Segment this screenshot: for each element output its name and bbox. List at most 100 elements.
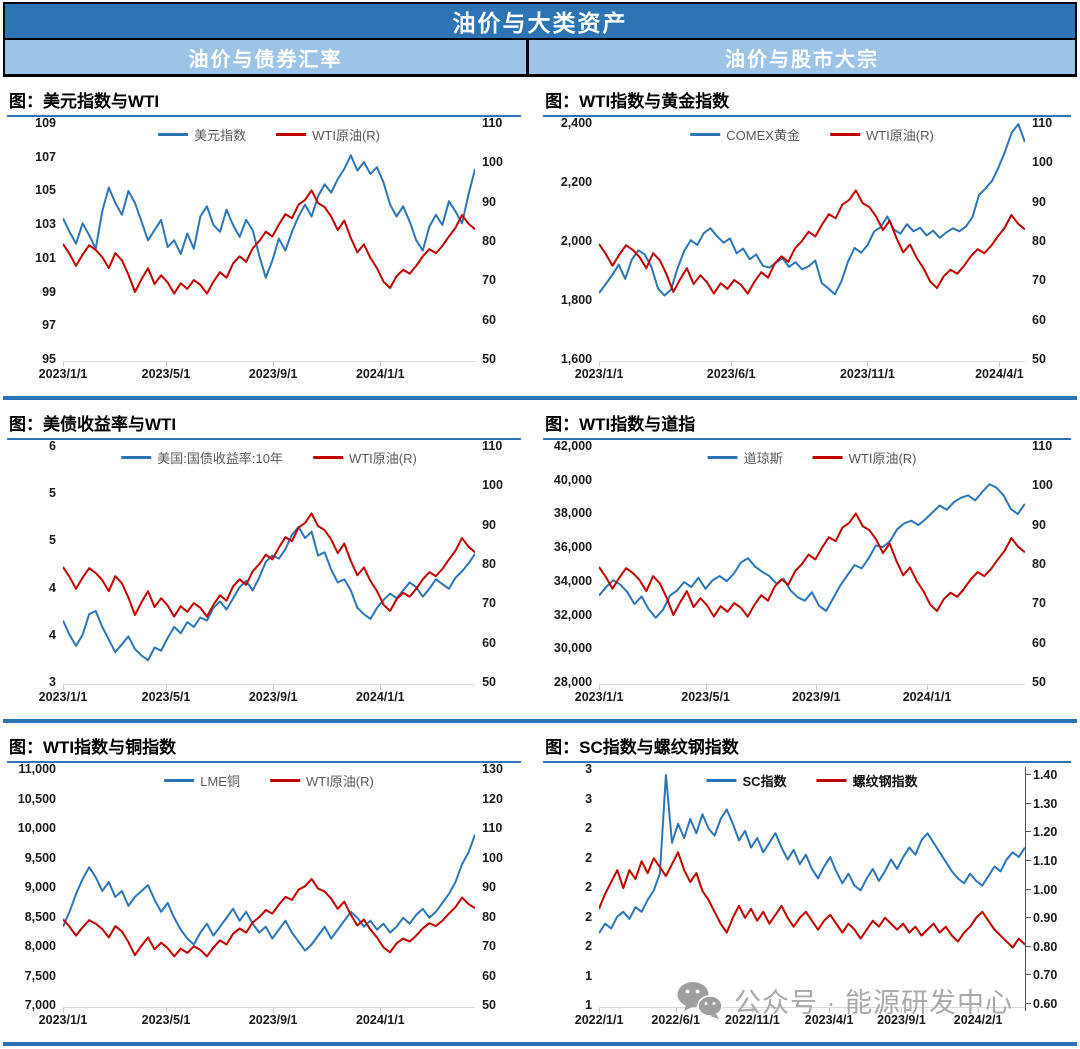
plot-area: SC指数 螺纹钢指数 2022/1/1 2022/6/1 2022/11/1 2023/… (575, 769, 1025, 1034)
y-tick-label: 42,000 (553, 439, 593, 453)
legend-item: WTI原油(R) (276, 125, 380, 144)
legend-line-swatch (812, 456, 843, 459)
row-divider (3, 719, 1077, 723)
report-title: 油价与大类资产 (452, 10, 628, 36)
row-divider (3, 396, 1077, 400)
legend-label: WTI原油(R) (348, 451, 417, 466)
y-tick-label: 4 (49, 627, 56, 642)
y-tick-label: 50 (1032, 351, 1046, 366)
y-tick-label: 60 (482, 968, 497, 983)
chart-panel-wti-gold: 图：WTI指数与黄金指数 2,400 2,200 2,000 1,800 1,600 C… (527, 79, 1077, 396)
x-tick-mark (599, 685, 601, 690)
x-tick-mark (599, 362, 601, 367)
line-chart (599, 123, 1025, 361)
legend-label: 道琼斯 (743, 451, 783, 466)
y-tick-label: 110 (482, 821, 503, 835)
series-line-left (63, 155, 475, 277)
legend-line-swatch (158, 133, 189, 136)
y-tick-label: 60 (1032, 312, 1046, 327)
y-tick-label: 60 (482, 635, 497, 650)
y-tick-label: 90 (482, 194, 497, 209)
y-axis-right: 110 100 90 80 70 60 50 (475, 116, 521, 366)
y-tick-label: 10,500 (17, 791, 56, 806)
line-chart (599, 769, 1025, 1007)
x-tick-label: 2023/1/1 (38, 1013, 88, 1027)
x-tick-label: 2023/5/1 (681, 690, 730, 704)
series-line-left (599, 775, 1025, 933)
plot-area: COMEX黄金 WTI原油(R) 2023/1/1 2023/6/1 2023/11/… (575, 123, 1025, 388)
x-axis: 2022/1/1 2022/6/1 2022/11/1 2023/4/1 2023/9/… (575, 1007, 1025, 1034)
x-tick-mark (166, 685, 168, 690)
legend-label: 美元指数 (194, 128, 247, 143)
line-chart (63, 123, 475, 361)
x-tick-label: 2023/9/1 (248, 1013, 298, 1027)
legend: 美国:国债收益率:10年 WTI原油(R) (121, 448, 417, 467)
y-tick-label: 10,000 (17, 821, 56, 835)
tab-bonds-fx: 油价与债券汇率 (5, 40, 527, 74)
legend-line-swatch (164, 779, 195, 782)
y-tick-label: 3 (585, 791, 593, 806)
report-title-bar: 油价与大类资产 (3, 2, 1077, 40)
legend-line-swatch (707, 456, 738, 459)
y-tick-label: 4 (49, 580, 56, 595)
x-tick-label: 2023/9/1 (248, 690, 298, 704)
legend-item: WTI原油(R) (312, 448, 417, 467)
line-chart (63, 769, 475, 1007)
y-tick-label: 80 (482, 909, 497, 924)
y-tick-label: 8,000 (24, 939, 56, 953)
line-chart (63, 446, 475, 684)
legend-label: WTI原油(R) (312, 128, 380, 143)
y-tick-label: 80 (482, 233, 497, 248)
y-tick-label: 1.30 (1025, 796, 1058, 811)
y-tick-label: 2 (585, 821, 593, 835)
x-tick-mark (166, 362, 168, 367)
y-tick-label: 0.60 (1025, 997, 1058, 1011)
plot-area: 道琼斯 WTI原油(R) 2023/1/1 2023/5/1 2023/9/1 2024… (575, 446, 1025, 711)
y-tick-label: 130 (482, 762, 503, 776)
legend-line-swatch (312, 456, 343, 459)
y-axis-right: 1.40 1.30 1.20 1.10 1.00 0.90 0.80 0.70 0.60 (1025, 767, 1071, 1011)
y-axis-left: 6 5 5 4 4 3 (7, 439, 63, 689)
legend-item: 美国:国债收益率:10年 (121, 448, 283, 467)
x-tick-label: 2024/1/1 (355, 367, 405, 381)
y-tick-label: 90 (1032, 517, 1046, 532)
x-tick-label: 2023/4/1 (804, 1013, 854, 1027)
y-tick-label: 1.10 (1025, 853, 1058, 868)
legend: 道琼斯 WTI原油(R) (707, 448, 916, 467)
x-tick-label: 2023/1/1 (38, 690, 88, 704)
y-tick-label: 2 (585, 850, 593, 865)
legend-label: COMEX黄金 (726, 128, 800, 143)
y-axis-left: 3 3 2 2 2 2 2 1 1 (543, 762, 599, 1012)
x-tick-mark (380, 362, 382, 367)
legend-item: LME铜 (164, 771, 240, 790)
y-tick-label: 90 (482, 517, 497, 532)
y-tick-label: 70 (482, 939, 497, 953)
legend-item: WTI原油(R) (829, 125, 934, 144)
y-tick-label: 70 (1032, 273, 1046, 288)
x-tick-label: 2023/6/1 (706, 367, 756, 381)
y-tick-label: 3 (585, 762, 593, 776)
y-tick-label: 2,000 (560, 234, 593, 248)
series-line-left (599, 484, 1025, 617)
y-axis-left: 2,400 2,200 2,000 1,800 1,600 (543, 116, 599, 366)
legend-line-swatch (816, 779, 847, 782)
legend-line-swatch (269, 779, 300, 782)
legend-item: WTI原油(R) (812, 448, 916, 467)
x-tick-mark (705, 685, 707, 690)
chart-body: 2,400 2,200 2,000 1,800 1,600 COMEX黄金 WTI原油(R… (543, 116, 1071, 388)
y-tick-label: 11,000 (18, 762, 56, 776)
bottom-divider (3, 1042, 1077, 1046)
x-tick-mark (901, 1008, 903, 1013)
x-tick-label: 2022/6/1 (651, 1013, 701, 1027)
series-line-left (63, 834, 475, 950)
y-tick-label: 30,000 (553, 641, 593, 656)
y-tick-label: 7,500 (24, 968, 56, 983)
x-tick-label: 2023/11/1 (839, 367, 895, 381)
x-tick-mark (166, 1008, 168, 1013)
chart-title: 图：美债收益率与WTI (7, 406, 522, 440)
series-line-right (599, 852, 1025, 947)
x-tick-label: 2023/5/1 (141, 690, 191, 704)
chart-title: 图：美元指数与WTI (7, 83, 522, 117)
